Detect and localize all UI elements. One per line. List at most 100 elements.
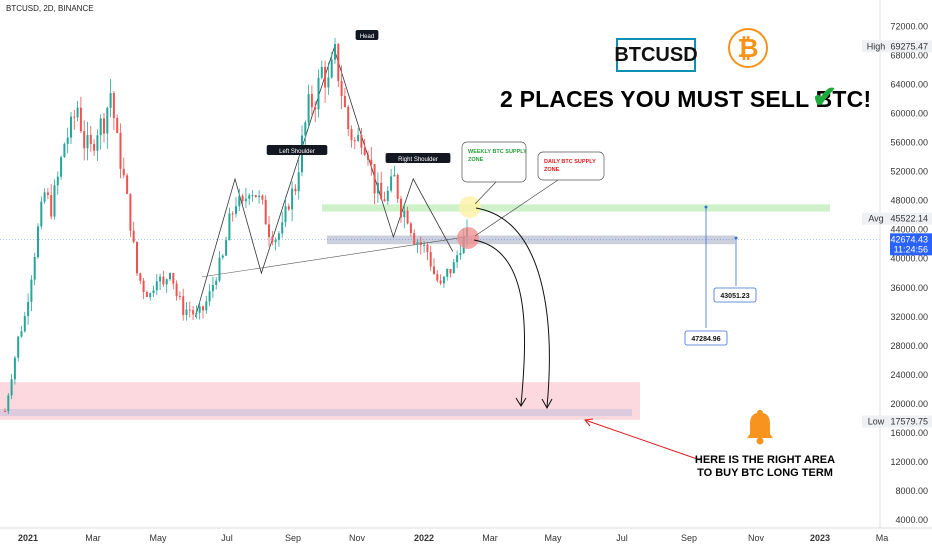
candle-body bbox=[43, 192, 46, 202]
y-tick-label: 64000.00 bbox=[890, 80, 928, 90]
neckline bbox=[201, 236, 467, 278]
candle-body bbox=[112, 93, 115, 119]
candle-body bbox=[271, 236, 274, 243]
candle-body bbox=[347, 106, 350, 130]
y-tick-label: 20000.00 bbox=[890, 399, 928, 409]
candle-body bbox=[195, 312, 198, 315]
candle-body bbox=[235, 206, 237, 214]
candle-body bbox=[264, 199, 267, 225]
x-tick-label: 2023 bbox=[810, 533, 830, 543]
ticker-badge: BTCUSD bbox=[614, 38, 698, 72]
candle-body bbox=[122, 168, 125, 176]
candle-body bbox=[248, 195, 251, 199]
candle-body bbox=[238, 195, 241, 207]
projection-arrow-2-head bbox=[541, 398, 553, 410]
candle-body bbox=[86, 134, 89, 149]
candle-body bbox=[393, 174, 396, 177]
y-tick-label: 72000.00 bbox=[890, 22, 928, 32]
x-axis[interactable]: 2021 Mar May Jul Sep Nov 2022 Mar May Jul Sep Nov 20… bbox=[0, 527, 932, 543]
measure-label-1: 47284.96 bbox=[691, 336, 720, 343]
candle-body bbox=[244, 198, 247, 202]
candle-body bbox=[89, 134, 92, 144]
candle-body bbox=[76, 107, 79, 118]
price-tag-last-timer: 11:24:56 bbox=[894, 244, 928, 254]
candle-body bbox=[376, 182, 379, 194]
candle-body bbox=[343, 96, 346, 107]
projection-arrow-1 bbox=[473, 239, 526, 406]
candle-body bbox=[307, 94, 310, 123]
candle-body bbox=[426, 244, 429, 253]
price-tag-low-value: 17579.75 bbox=[890, 416, 928, 426]
candle-body bbox=[116, 118, 119, 133]
candle-body bbox=[400, 198, 402, 218]
candle-body bbox=[409, 223, 412, 233]
x-tick-label: Sep bbox=[681, 533, 697, 543]
candle-body bbox=[66, 137, 69, 144]
price-tag-low-bg bbox=[890, 415, 932, 428]
buy-arrow-head bbox=[584, 418, 594, 427]
candle-body bbox=[208, 291, 211, 302]
y-tick-label: 36000.00 bbox=[890, 283, 928, 293]
measure-label-1-box bbox=[684, 330, 728, 346]
candle-body bbox=[7, 395, 10, 412]
candles-layer bbox=[4, 38, 468, 414]
y-tick-label: 60000.00 bbox=[890, 109, 928, 119]
y-axis[interactable]: 72000.00 68000.00 64000.00 60000.00 56000.00… bbox=[862, 0, 932, 528]
candle-body bbox=[192, 310, 195, 315]
candle-body bbox=[211, 285, 214, 292]
neckline-layer bbox=[195, 46, 467, 317]
candle-body bbox=[178, 295, 181, 297]
candle-body bbox=[129, 193, 132, 231]
projection-arrow-2 bbox=[475, 207, 550, 408]
candle-body bbox=[20, 331, 23, 337]
right-shoulder-label-bg bbox=[385, 153, 451, 163]
candle-body bbox=[33, 257, 36, 280]
candle-body bbox=[416, 242, 419, 245]
candle-body bbox=[373, 164, 376, 194]
zone-weekly-supply bbox=[322, 204, 830, 212]
candle-body bbox=[268, 224, 270, 237]
candle-body bbox=[291, 188, 294, 210]
head-label-bg bbox=[355, 30, 379, 40]
candle-body bbox=[413, 232, 416, 245]
buy-callout-line1: HERE IS THE RIGHT AREA bbox=[694, 454, 836, 466]
y-tick-label: 8000.00 bbox=[895, 486, 928, 496]
price-tag-avg-bg bbox=[890, 212, 932, 225]
candle-body bbox=[126, 175, 129, 194]
weekly-note-pointer bbox=[474, 181, 497, 205]
candle-body bbox=[96, 135, 99, 151]
candle-body bbox=[13, 357, 16, 380]
candle-body bbox=[340, 80, 343, 97]
price-tag-high-bg bbox=[890, 40, 932, 53]
candle-body bbox=[60, 157, 63, 177]
candle-body bbox=[317, 77, 320, 110]
price-tag-avg-value: 45522.14 bbox=[890, 214, 928, 224]
price-tag-avg-name: Avg bbox=[868, 214, 883, 224]
candle-body bbox=[79, 107, 82, 132]
x-tick-label: Jul bbox=[616, 533, 628, 543]
candle-body bbox=[357, 135, 360, 141]
candle-body bbox=[314, 107, 317, 110]
candle-body bbox=[436, 273, 439, 281]
candle-body bbox=[56, 176, 59, 186]
candle-body bbox=[83, 131, 86, 149]
x-tick-label: Nov bbox=[748, 533, 765, 543]
x-tick-label: Nov bbox=[349, 533, 366, 543]
candle-body bbox=[439, 280, 442, 284]
candle-body bbox=[370, 159, 373, 165]
candle-body bbox=[403, 210, 406, 218]
candle-body bbox=[103, 118, 105, 134]
candle-body bbox=[215, 280, 218, 286]
candle-body bbox=[93, 143, 96, 151]
bitcoin-logo-icon: ₿ bbox=[728, 28, 768, 68]
candle-body bbox=[63, 143, 66, 158]
y-tick-label: 56000.00 bbox=[890, 138, 928, 148]
bell-icon bbox=[747, 410, 773, 445]
candle-body bbox=[360, 135, 363, 148]
price-tag-avg-name-bg bbox=[862, 212, 890, 225]
candle-body bbox=[175, 283, 178, 296]
candle-body bbox=[294, 188, 297, 192]
candle-body bbox=[205, 301, 208, 311]
candle-body bbox=[136, 241, 138, 274]
